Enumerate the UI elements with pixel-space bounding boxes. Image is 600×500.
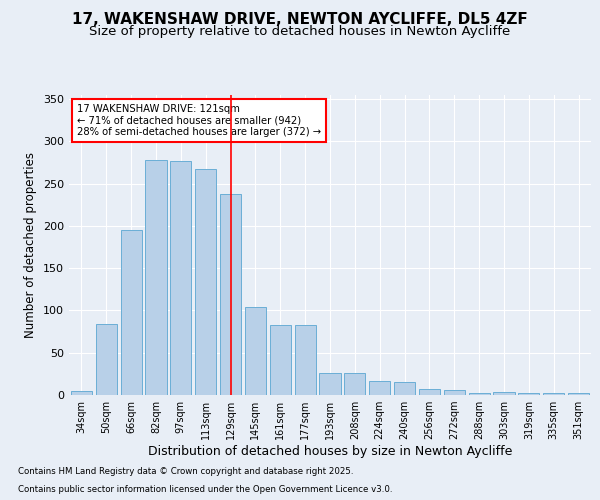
Bar bbox=[170, 161, 191, 395]
Bar bbox=[394, 382, 415, 395]
Bar bbox=[270, 325, 291, 395]
Bar bbox=[369, 380, 390, 395]
Bar bbox=[71, 391, 92, 395]
Bar bbox=[543, 394, 564, 395]
Bar bbox=[469, 394, 490, 395]
X-axis label: Distribution of detached houses by size in Newton Aycliffe: Distribution of detached houses by size … bbox=[148, 445, 512, 458]
Bar bbox=[493, 392, 515, 395]
Bar bbox=[195, 168, 216, 395]
Text: Contains public sector information licensed under the Open Government Licence v3: Contains public sector information licen… bbox=[18, 485, 392, 494]
Bar bbox=[419, 389, 440, 395]
Bar bbox=[145, 160, 167, 395]
Bar bbox=[295, 325, 316, 395]
Text: Contains HM Land Registry data © Crown copyright and database right 2025.: Contains HM Land Registry data © Crown c… bbox=[18, 468, 353, 476]
Bar bbox=[518, 394, 539, 395]
Text: 17, WAKENSHAW DRIVE, NEWTON AYCLIFFE, DL5 4ZF: 17, WAKENSHAW DRIVE, NEWTON AYCLIFFE, DL… bbox=[72, 12, 528, 28]
Bar bbox=[245, 307, 266, 395]
Bar bbox=[344, 373, 365, 395]
Bar bbox=[444, 390, 465, 395]
Text: 17 WAKENSHAW DRIVE: 121sqm
← 71% of detached houses are smaller (942)
28% of sem: 17 WAKENSHAW DRIVE: 121sqm ← 71% of deta… bbox=[77, 104, 321, 137]
Bar bbox=[568, 394, 589, 395]
Bar bbox=[96, 324, 117, 395]
Bar bbox=[220, 194, 241, 395]
Text: Size of property relative to detached houses in Newton Aycliffe: Size of property relative to detached ho… bbox=[89, 25, 511, 38]
Bar bbox=[121, 230, 142, 395]
Bar bbox=[319, 373, 341, 395]
Y-axis label: Number of detached properties: Number of detached properties bbox=[25, 152, 37, 338]
